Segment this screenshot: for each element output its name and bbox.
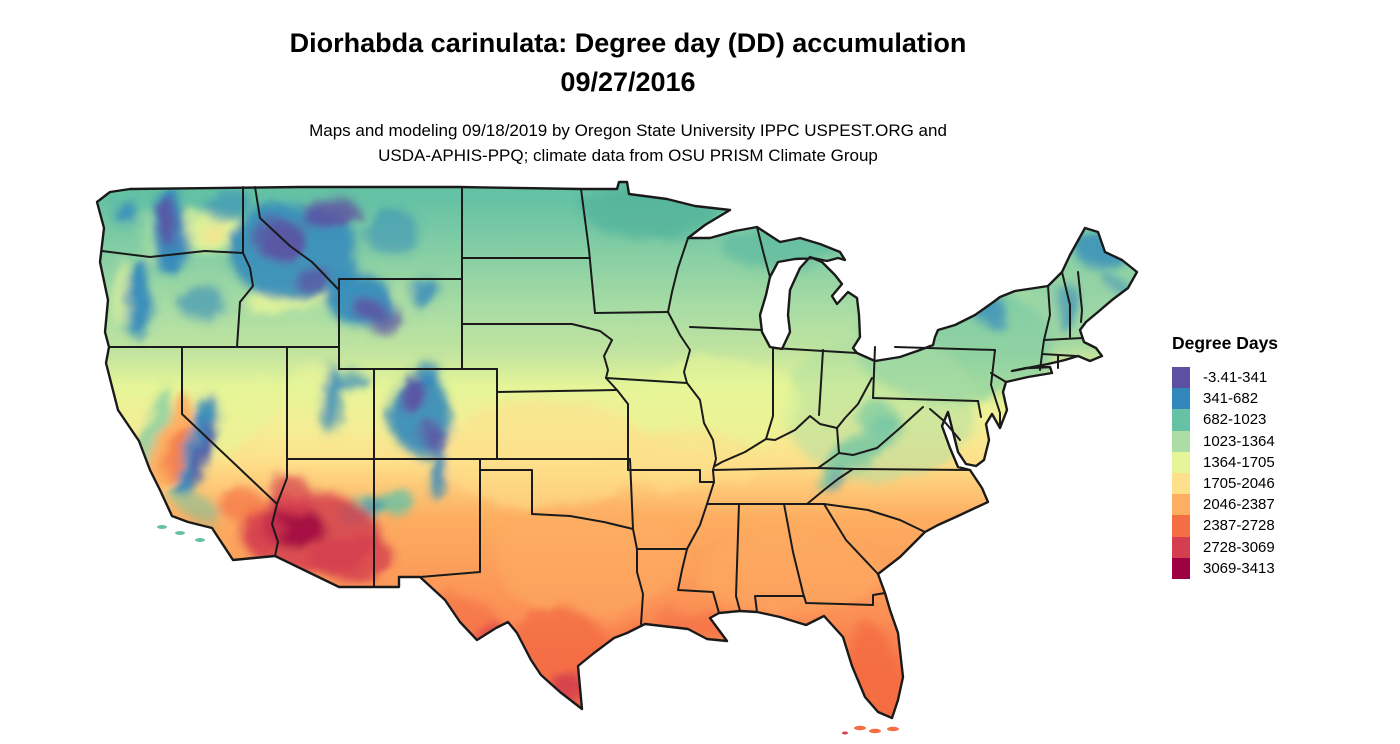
legend-entry: 1023-1364 [1172,430,1392,452]
legend-swatch [1172,430,1190,452]
legend-swatch [1172,409,1190,431]
legend-label: 2387-2728 [1203,517,1275,535]
legend-entry: 2728-3069 [1172,536,1392,558]
legend-entry: 1705-2046 [1172,472,1392,495]
legend-entries: -3.41-341 341-682 682-1023 1023-1364 1364-17… [1172,367,1392,579]
us-outline [95,180,1139,720]
map-subtitle-line2: USDA-APHIS-PPQ; climate data from OSU PR… [378,146,878,165]
legend-entry: 3069-3413 [1172,557,1392,579]
legend-label: 2046-2387 [1203,496,1275,514]
legend-label: 341-682 [1203,390,1259,408]
legend-swatch [1172,515,1190,537]
legend-swatch [1172,536,1190,558]
legend-label: 3069-3413 [1203,559,1275,577]
legend-label: 682-1023 [1203,411,1267,429]
legend-entry: 682-1023 [1172,409,1392,431]
title-block: Diorhabda carinulata: Degree day (DD) ac… [0,0,1256,165]
legend-label: 2728-3069 [1203,538,1275,556]
legend-entry: 1364-1705 [1172,451,1392,473]
legend: Degree Days -3.41-341 341-682 682-1023 1023… [1172,333,1392,579]
map-title: Diorhabda carinulata: Degree day (DD) ac… [289,28,967,58]
legend-entry: 2046-2387 [1172,494,1392,516]
legend-entry: 341-682 [1172,388,1392,410]
legend-label: -3.41-341 [1203,369,1268,387]
florida-keys [842,725,899,735]
legend-swatch [1172,472,1190,495]
legend-swatch [1172,367,1190,389]
state-borders [101,186,1084,625]
legend-swatch [1172,557,1190,579]
legend-label: 1023-1364 [1203,432,1275,450]
legend-title: Degree Days [1172,333,1279,353]
legend-entry: 2387-2728 [1172,515,1392,537]
map-date: 09/27/2016 [560,67,696,97]
legend-label: 1364-1705 [1203,453,1275,471]
legend-swatch [1172,451,1190,473]
legend-swatch [1172,494,1190,516]
legend-entry: -3.41-341 [1172,367,1392,389]
legend-swatch [1172,388,1190,410]
channel-islands [157,525,205,542]
map-subtitle-line1: Maps and modeling 09/18/2019 by Oregon S… [309,121,947,140]
legend-label: 1705-2046 [1203,475,1275,493]
